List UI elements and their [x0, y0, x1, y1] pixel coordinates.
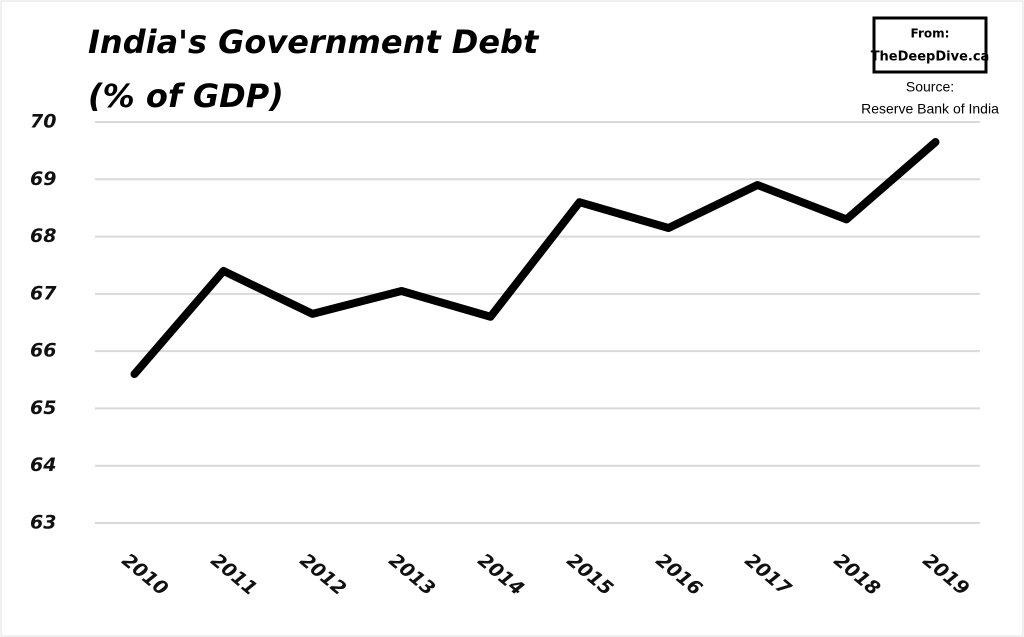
source-text: Reserve Bank of India — [861, 101, 999, 117]
source-text: Source: — [906, 79, 954, 95]
y-tick-label: 66 — [30, 340, 56, 362]
y-tick-label: 67 — [30, 282, 57, 304]
y-tick-label: 63 — [30, 512, 56, 534]
data-line — [130, 138, 940, 379]
badge-text: From: — [911, 27, 950, 41]
y-tick-label: 69 — [30, 168, 56, 190]
badge-box — [872, 16, 988, 74]
y-tick-label: 64 — [30, 454, 56, 476]
y-tick-label: 65 — [30, 397, 56, 419]
badge-text: TheDeepDive.ca — [871, 50, 990, 65]
y-tick-label: 70 — [30, 111, 56, 133]
chart-title: India's Government Debt — [88, 23, 540, 61]
chart-subtitle: (% of GDP) — [88, 77, 284, 115]
y-tick-label: 68 — [30, 225, 56, 247]
